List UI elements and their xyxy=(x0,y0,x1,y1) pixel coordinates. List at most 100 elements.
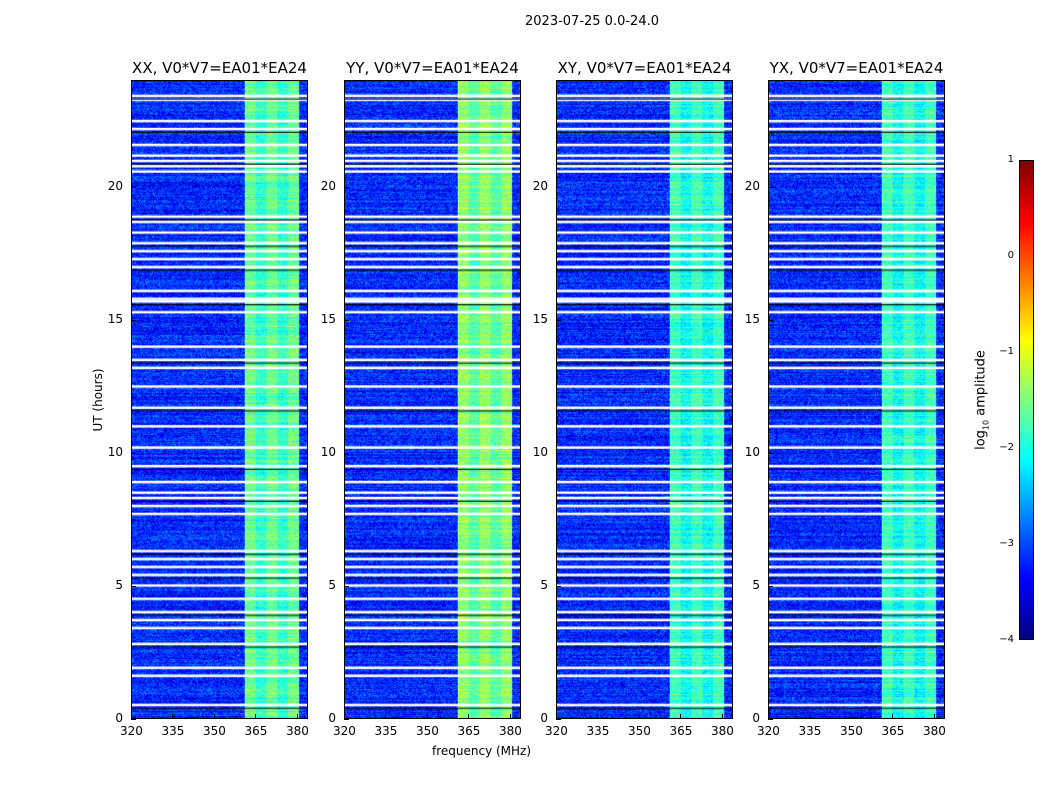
y-tick-label: 20 xyxy=(744,178,760,193)
x-tick-label: 365 xyxy=(244,724,268,738)
x-tick-label: 320 xyxy=(545,724,568,738)
heatmap-panel xyxy=(556,80,733,719)
y-tick xyxy=(768,719,773,720)
y-tick-label: 10 xyxy=(107,444,123,459)
x-tick xyxy=(426,714,428,719)
y-tick xyxy=(131,585,136,587)
x-tick xyxy=(850,714,852,719)
heatmap-panel xyxy=(344,80,521,719)
y-tick xyxy=(556,452,561,454)
y-tick-label: 0 xyxy=(115,711,123,725)
y-tick xyxy=(556,585,561,587)
y-tick xyxy=(131,452,136,454)
heatmap-canvas xyxy=(557,81,732,718)
colorbar-gradient xyxy=(1020,161,1033,639)
y-tick-label: 0 xyxy=(752,711,760,725)
y-tick xyxy=(344,319,349,321)
panel-title: YY, V0*V7=EA01*EA24 xyxy=(346,59,519,77)
y-tick-label: 15 xyxy=(532,311,548,326)
x-tick xyxy=(809,714,811,719)
y-tick xyxy=(556,186,561,188)
y-tick-label: 15 xyxy=(320,311,336,326)
y-tick xyxy=(768,585,773,587)
colorbar-label-rest: amplitude xyxy=(973,350,989,420)
heatmap-panel xyxy=(131,80,308,719)
x-tick-label: 320 xyxy=(757,724,780,738)
x-tick-label: 320 xyxy=(120,724,143,738)
x-axis-label: frequency (MHz) xyxy=(432,744,532,758)
colorbar-label: log10 amplitude xyxy=(974,350,991,450)
x-tick xyxy=(296,714,298,719)
y-tick-label: 5 xyxy=(540,577,548,592)
x-tick xyxy=(721,714,723,719)
x-tick xyxy=(172,714,174,719)
heatmap-canvas xyxy=(345,81,520,718)
y-tick-label: 10 xyxy=(320,444,336,459)
y-tick-label: 10 xyxy=(532,444,548,459)
y-tick-label: 15 xyxy=(107,311,123,326)
x-tick xyxy=(255,714,257,719)
panel-title: YX, V0*V7=EA01*EA24 xyxy=(769,59,944,77)
heatmap-canvas xyxy=(132,81,307,718)
y-tick xyxy=(131,186,136,188)
x-tick-label: 350 xyxy=(202,724,226,738)
y-tick xyxy=(768,452,773,454)
y-axis-label: UT (hours) xyxy=(91,368,105,432)
y-tick xyxy=(131,319,136,321)
x-tick xyxy=(597,714,599,719)
x-tick-label: 350 xyxy=(839,724,863,738)
x-tick-label: 365 xyxy=(457,724,481,738)
y-tick-label: 5 xyxy=(328,577,336,592)
colorbar-tick-label: −2 xyxy=(999,442,1014,453)
x-tick-label: 335 xyxy=(586,724,610,738)
y-tick xyxy=(344,452,349,454)
y-tick-label: 20 xyxy=(320,178,336,193)
x-tick-label: 335 xyxy=(798,724,822,738)
x-tick xyxy=(131,714,132,719)
colorbar-label-sub: 10 xyxy=(981,419,991,431)
x-tick-label: 365 xyxy=(881,724,905,738)
x-tick-label: 380 xyxy=(285,724,309,738)
heatmap-panel xyxy=(768,80,945,719)
colorbar-tick-label: −1 xyxy=(999,346,1014,357)
y-tick-label: 5 xyxy=(752,577,760,592)
x-tick xyxy=(344,714,345,719)
x-tick xyxy=(768,714,769,719)
colorbar-tick-label: −4 xyxy=(999,634,1014,645)
panel-title: XY, V0*V7=EA01*EA24 xyxy=(557,59,732,77)
x-tick xyxy=(213,714,215,719)
colorbar-tick-label: −3 xyxy=(999,538,1014,549)
x-tick-label: 335 xyxy=(374,724,398,738)
panel-title: XX, V0*V7=EA01*EA24 xyxy=(132,59,307,77)
colorbar-tick-label: 0 xyxy=(1007,250,1014,261)
x-tick-label: 380 xyxy=(710,724,734,738)
y-tick xyxy=(344,719,349,720)
x-tick xyxy=(556,714,557,719)
y-tick-label: 20 xyxy=(532,178,548,193)
x-tick xyxy=(680,714,682,719)
x-tick-label: 380 xyxy=(498,724,522,738)
x-tick-label: 365 xyxy=(669,724,693,738)
x-tick xyxy=(933,714,935,719)
y-tick-label: 15 xyxy=(744,311,760,326)
y-tick xyxy=(556,719,561,720)
heatmap-canvas xyxy=(769,81,944,718)
y-tick xyxy=(768,186,773,188)
x-tick-label: 320 xyxy=(333,724,356,738)
colorbar xyxy=(1019,160,1034,640)
x-tick xyxy=(892,714,894,719)
figure-title: 2023-07-25 0.0-24.0 xyxy=(525,14,659,29)
y-tick xyxy=(556,319,561,321)
y-tick xyxy=(768,319,773,321)
y-tick-label: 0 xyxy=(540,711,548,725)
x-tick-label: 335 xyxy=(161,724,185,738)
x-tick xyxy=(509,714,511,719)
x-tick-label: 350 xyxy=(415,724,439,738)
y-tick xyxy=(344,186,349,188)
y-tick-label: 0 xyxy=(328,711,336,725)
x-tick-label: 380 xyxy=(922,724,946,738)
y-tick-label: 5 xyxy=(115,577,123,592)
x-tick xyxy=(385,714,387,719)
colorbar-label-log: log xyxy=(973,430,989,450)
